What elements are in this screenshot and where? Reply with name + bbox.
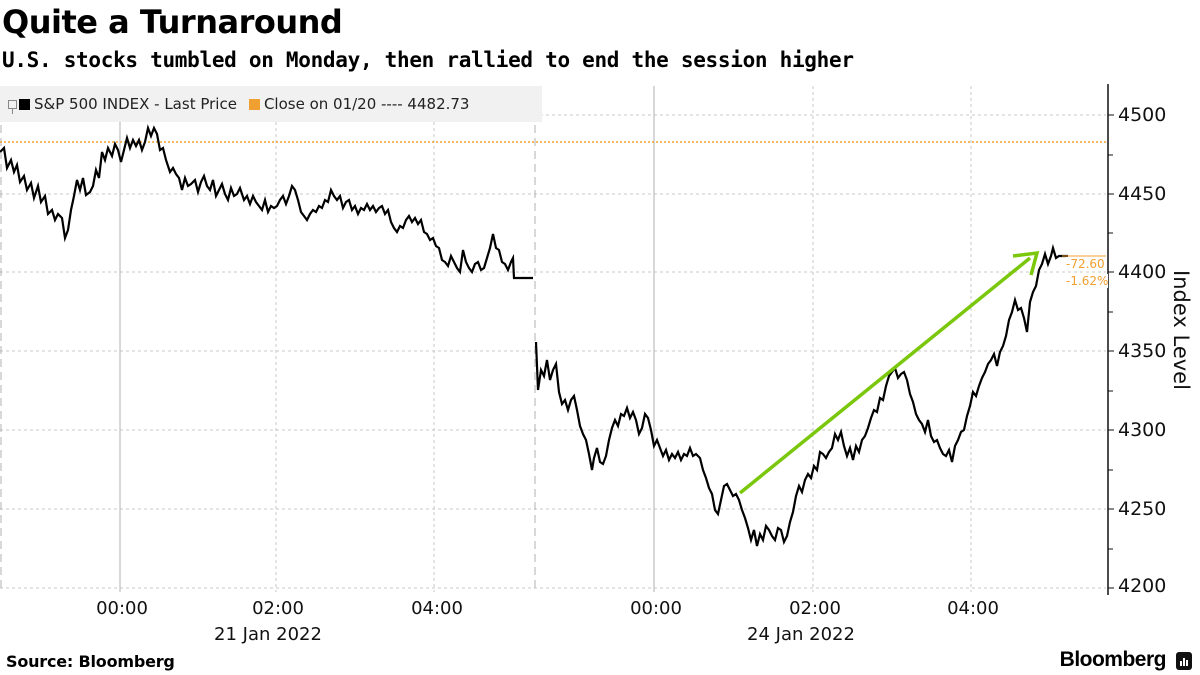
chart-title: Quite a Turnaround [2,3,343,41]
y-tick-4400: 4400 [1118,261,1167,283]
source-note: Source: Bloomberg [6,652,175,671]
legend-close-label: Close on 01/20 ---- 4482.73 [263,95,470,113]
x-date-jan21: 21 Jan 2022 [214,624,322,645]
legend-item-close[interactable]: Close on 01/20 ---- 4482.73 [248,95,470,113]
legend-swatch-black [19,98,30,110]
trend-arrow [738,250,1040,495]
price-line-session-1 [0,124,533,280]
x-tick-0400-jan21: 04:00 [411,598,463,619]
price-line-session-2 [534,243,1068,547]
y-tick-4250: 4250 [1118,498,1167,520]
y-tick-4200: 4200 [1118,575,1167,597]
y-tick-4350: 4350 [1118,340,1167,362]
x-tick-0200-jan24: 02:00 [789,598,841,619]
chart-subtitle: U.S. stocks tumbled on Monday, then rall… [2,48,854,72]
legend-collapse-icon[interactable] [8,99,17,114]
y-axis-ticks [1108,114,1114,589]
y-tick-4300: 4300 [1118,419,1167,441]
change-points-label: -72.60 [1066,257,1105,271]
x-tick-0200-jan21: 02:00 [252,598,304,619]
x-tick-0000-jan21: 00:00 [96,598,148,619]
brand-logo-text: Bloomberg [1059,648,1167,671]
vertical-gridlines [0,86,972,592]
change-percent-label: -1.62% [1066,274,1109,288]
y-tick-4450: 4450 [1118,183,1167,205]
horizontal-gridlines [0,114,1106,589]
x-date-jan24: 24 Jan 2022 [747,624,855,645]
x-tick-0400-jan24: 04:00 [947,598,999,619]
legend-series-label: S&P 500 INDEX - Last Price [34,95,237,113]
chart-legend: S&P 500 INDEX - Last Price Close on 01/2… [0,86,542,122]
x-tick-0000-jan24: 00:00 [630,598,682,619]
legend-item-sp500[interactable]: S&P 500 INDEX - Last Price [19,95,237,113]
y-axis-title: Index Level [1169,270,1193,390]
bloomberg-chart-icon [1176,652,1192,670]
legend-swatch-orange [248,98,260,110]
y-tick-4500: 4500 [1118,104,1167,126]
